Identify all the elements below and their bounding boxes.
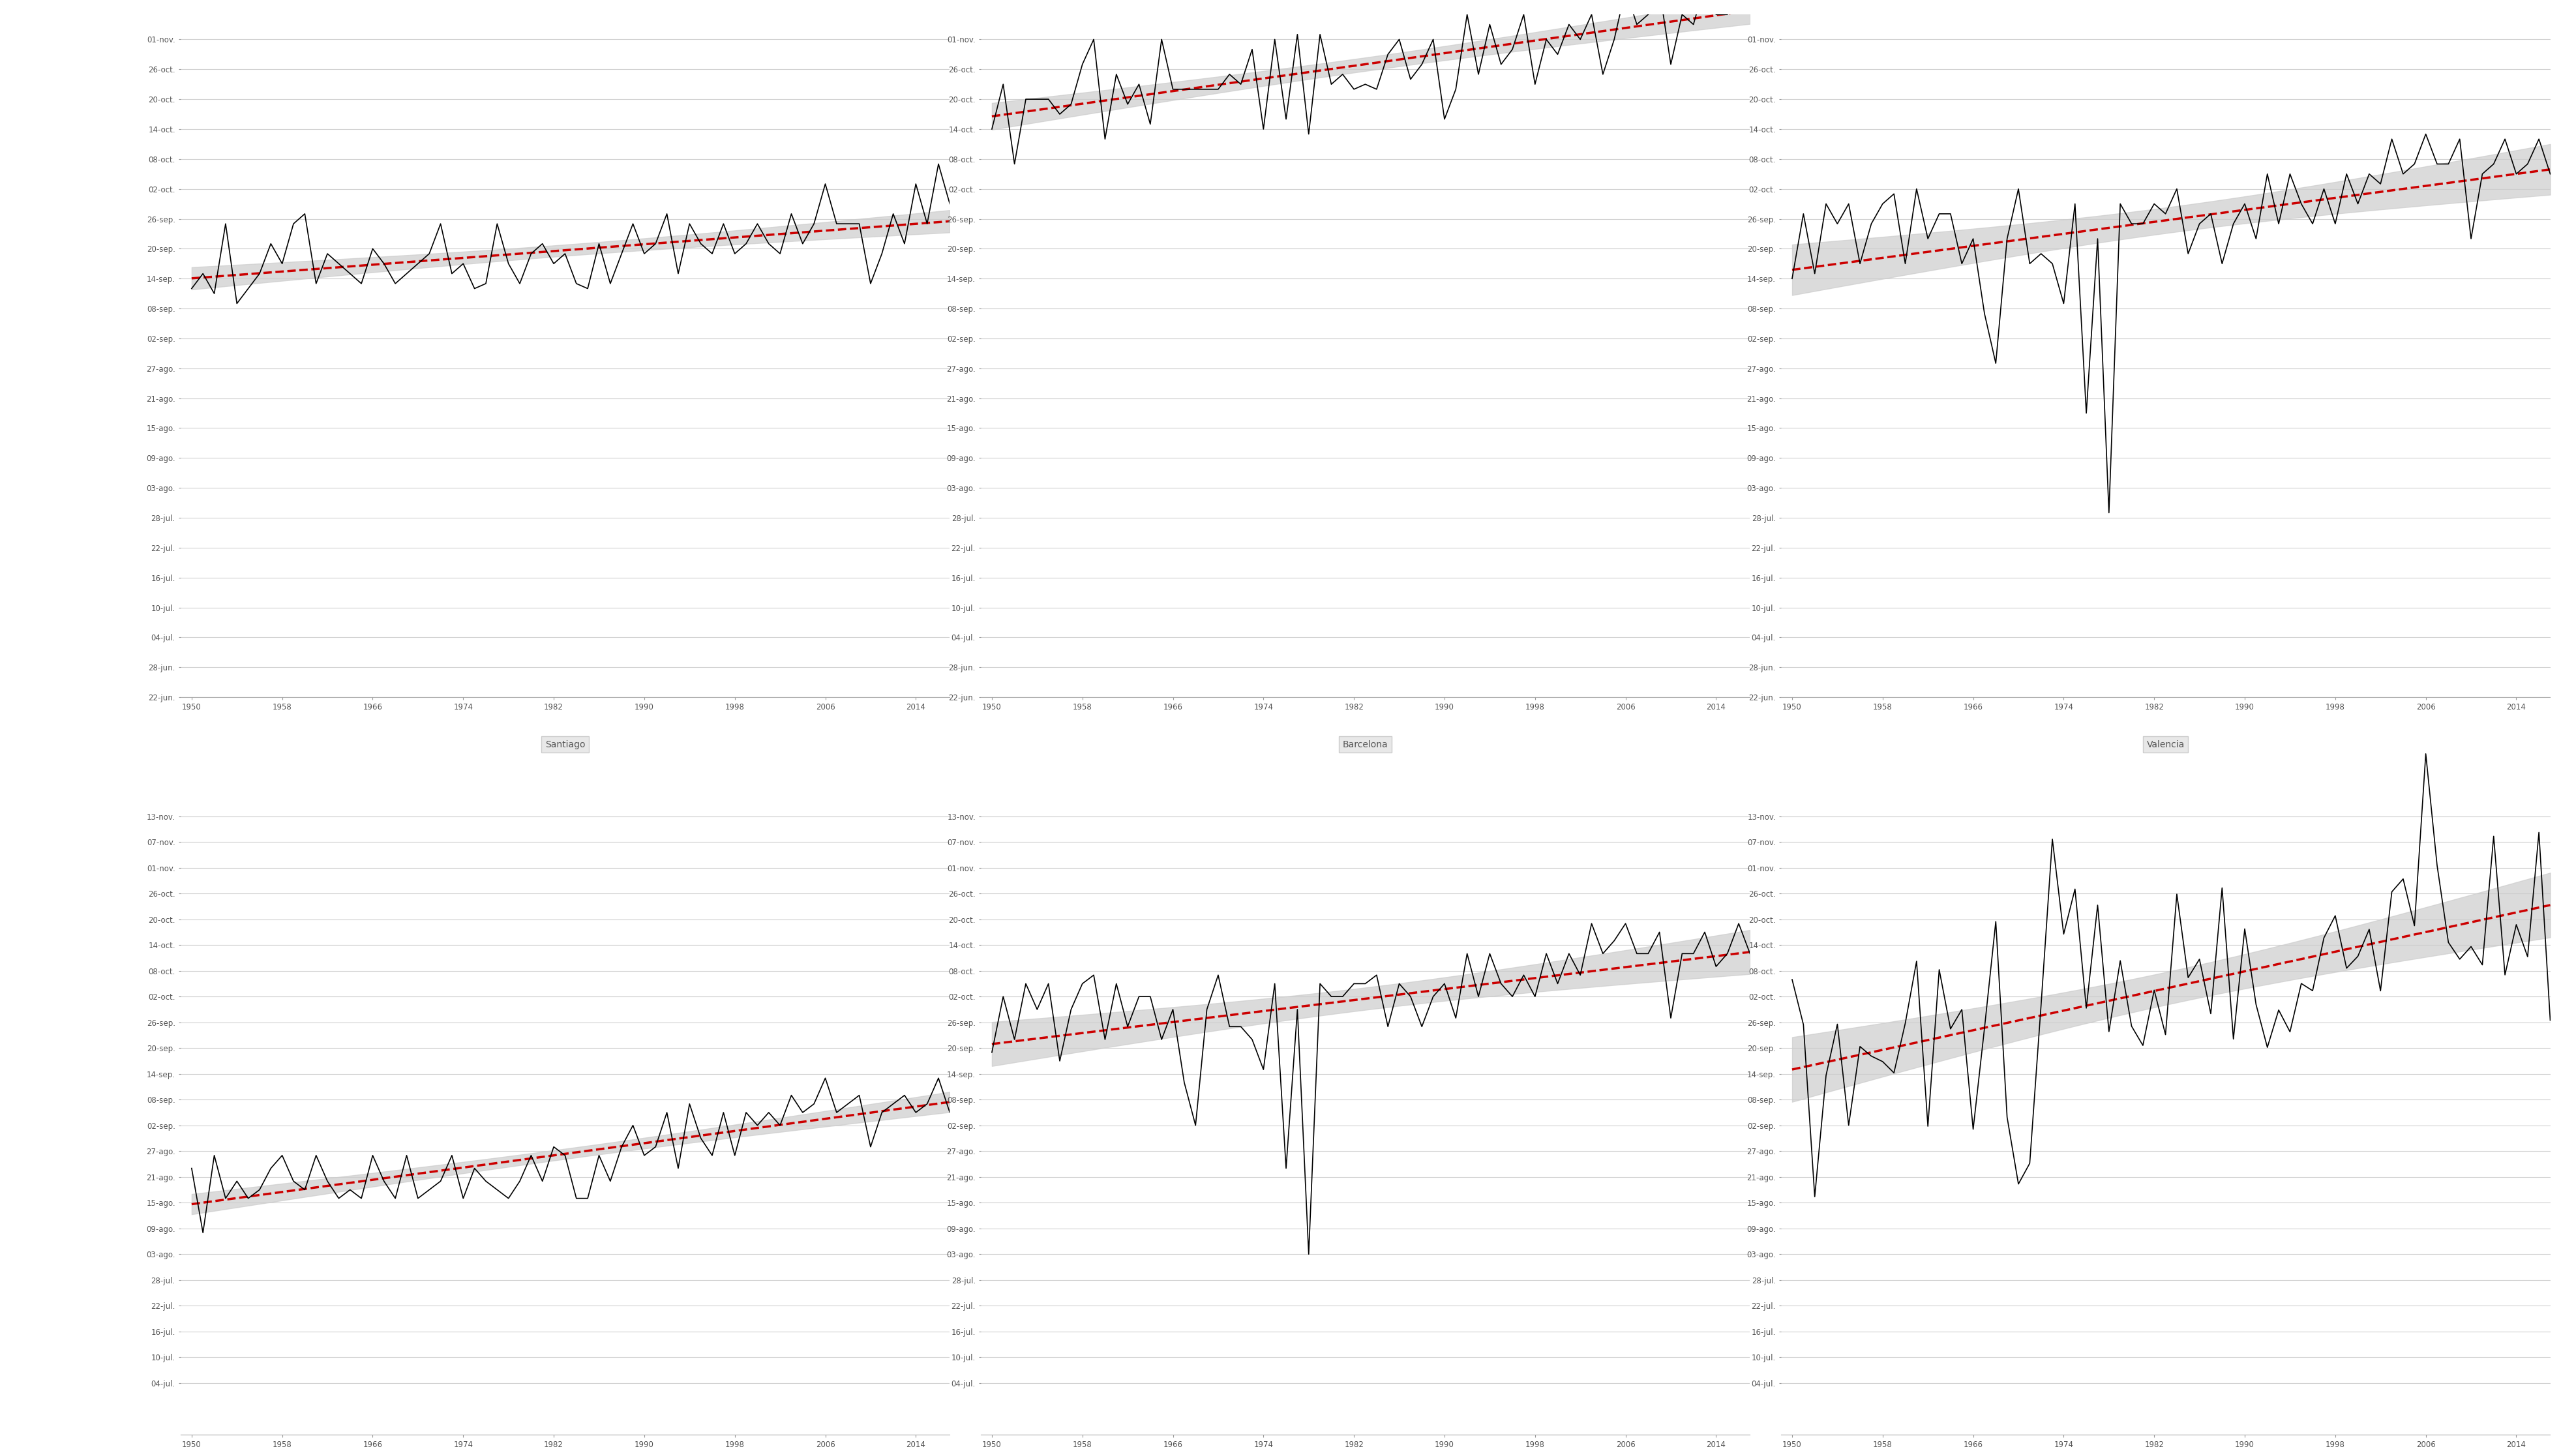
Title: Barcelona: Barcelona xyxy=(1342,740,1388,749)
Title: Santiago: Santiago xyxy=(546,740,585,749)
Title: Valencia: Valencia xyxy=(2146,740,2184,749)
